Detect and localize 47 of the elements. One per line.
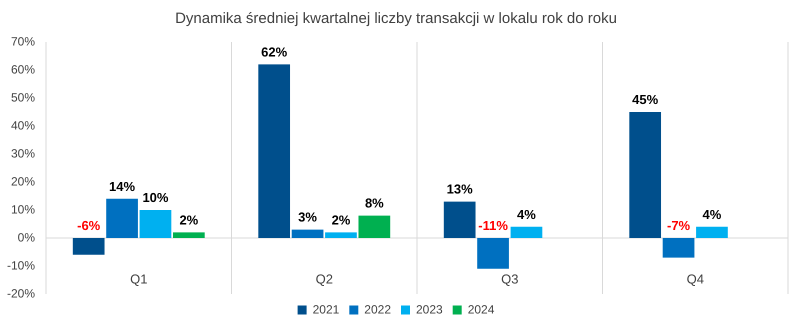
data-label: 10% (142, 190, 169, 206)
bar (444, 202, 476, 238)
data-label: 2% (179, 212, 199, 228)
y-tick-label: 40% (10, 118, 36, 132)
y-tick-label: -10% (7, 258, 36, 272)
y-tick-label: 0% (18, 230, 36, 244)
legend-label: 2023 (416, 302, 444, 316)
data-label: 13% (446, 182, 474, 197)
bar (106, 198, 138, 238)
x-tick-label: Q3 (501, 271, 518, 286)
data-label: 14% (109, 178, 136, 194)
bar (696, 226, 728, 238)
data-label: 4% (702, 206, 722, 222)
y-tick-label: 30% (10, 146, 36, 160)
x-tick-label: Q4 (686, 271, 704, 286)
data-label: 4% (517, 206, 536, 222)
y-tick-label: 50% (10, 90, 36, 104)
data-label: 45% (632, 92, 659, 108)
bar (662, 238, 694, 258)
y-tick-label: -20% (7, 286, 36, 300)
y-tick-label: 70% (10, 34, 36, 48)
y-tick-label: 60% (10, 62, 36, 76)
bar (325, 232, 357, 238)
y-tick-label: 10% (10, 202, 36, 216)
data-label: -7% (666, 218, 691, 234)
legend-label: 2022 (364, 302, 392, 316)
bar (477, 238, 509, 269)
data-label: 3% (298, 210, 318, 225)
bar (629, 112, 662, 238)
bar (510, 226, 542, 238)
legend-label: 2021 (312, 302, 340, 316)
x-tick-label: Q1 (130, 271, 148, 286)
y-tick-label: 20% (10, 174, 36, 188)
x-tick-label: Q2 (316, 271, 333, 286)
chart-title: Dynamika średniej kwartalnej liczby transakcji w lokalu rok do roku (175, 10, 617, 28)
data-label: 62% (261, 44, 288, 60)
legend-label: 2024 (468, 302, 495, 316)
data-label: -6% (77, 218, 101, 234)
bar (172, 232, 205, 238)
bar (358, 216, 390, 238)
data-label: 2% (332, 212, 351, 228)
data-label: -11% (478, 218, 508, 234)
bar (140, 210, 172, 238)
data-label: 8% (364, 196, 384, 211)
bar (72, 238, 105, 255)
bar (258, 64, 290, 238)
bar (292, 230, 324, 238)
